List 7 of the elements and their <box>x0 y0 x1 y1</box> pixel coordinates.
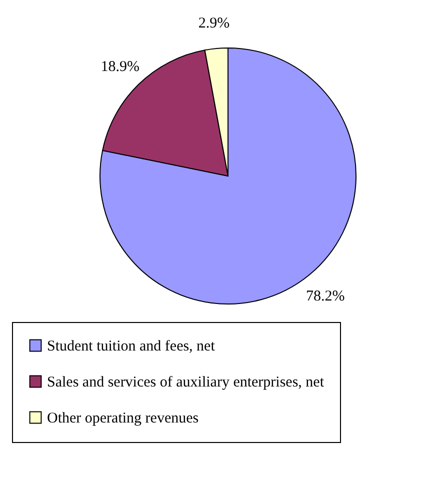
data-label: 2.9% <box>198 16 230 32</box>
legend-label: Student tuition and fees, net <box>47 338 216 354</box>
data-label: 18.9% <box>100 59 140 76</box>
legend-label: Sales and services of auxiliary enterprises, net <box>47 374 325 390</box>
pie-slice <box>100 48 356 304</box>
legend-label: Other operating revenues <box>47 410 199 426</box>
data-label: 78.2% <box>306 288 345 304</box>
